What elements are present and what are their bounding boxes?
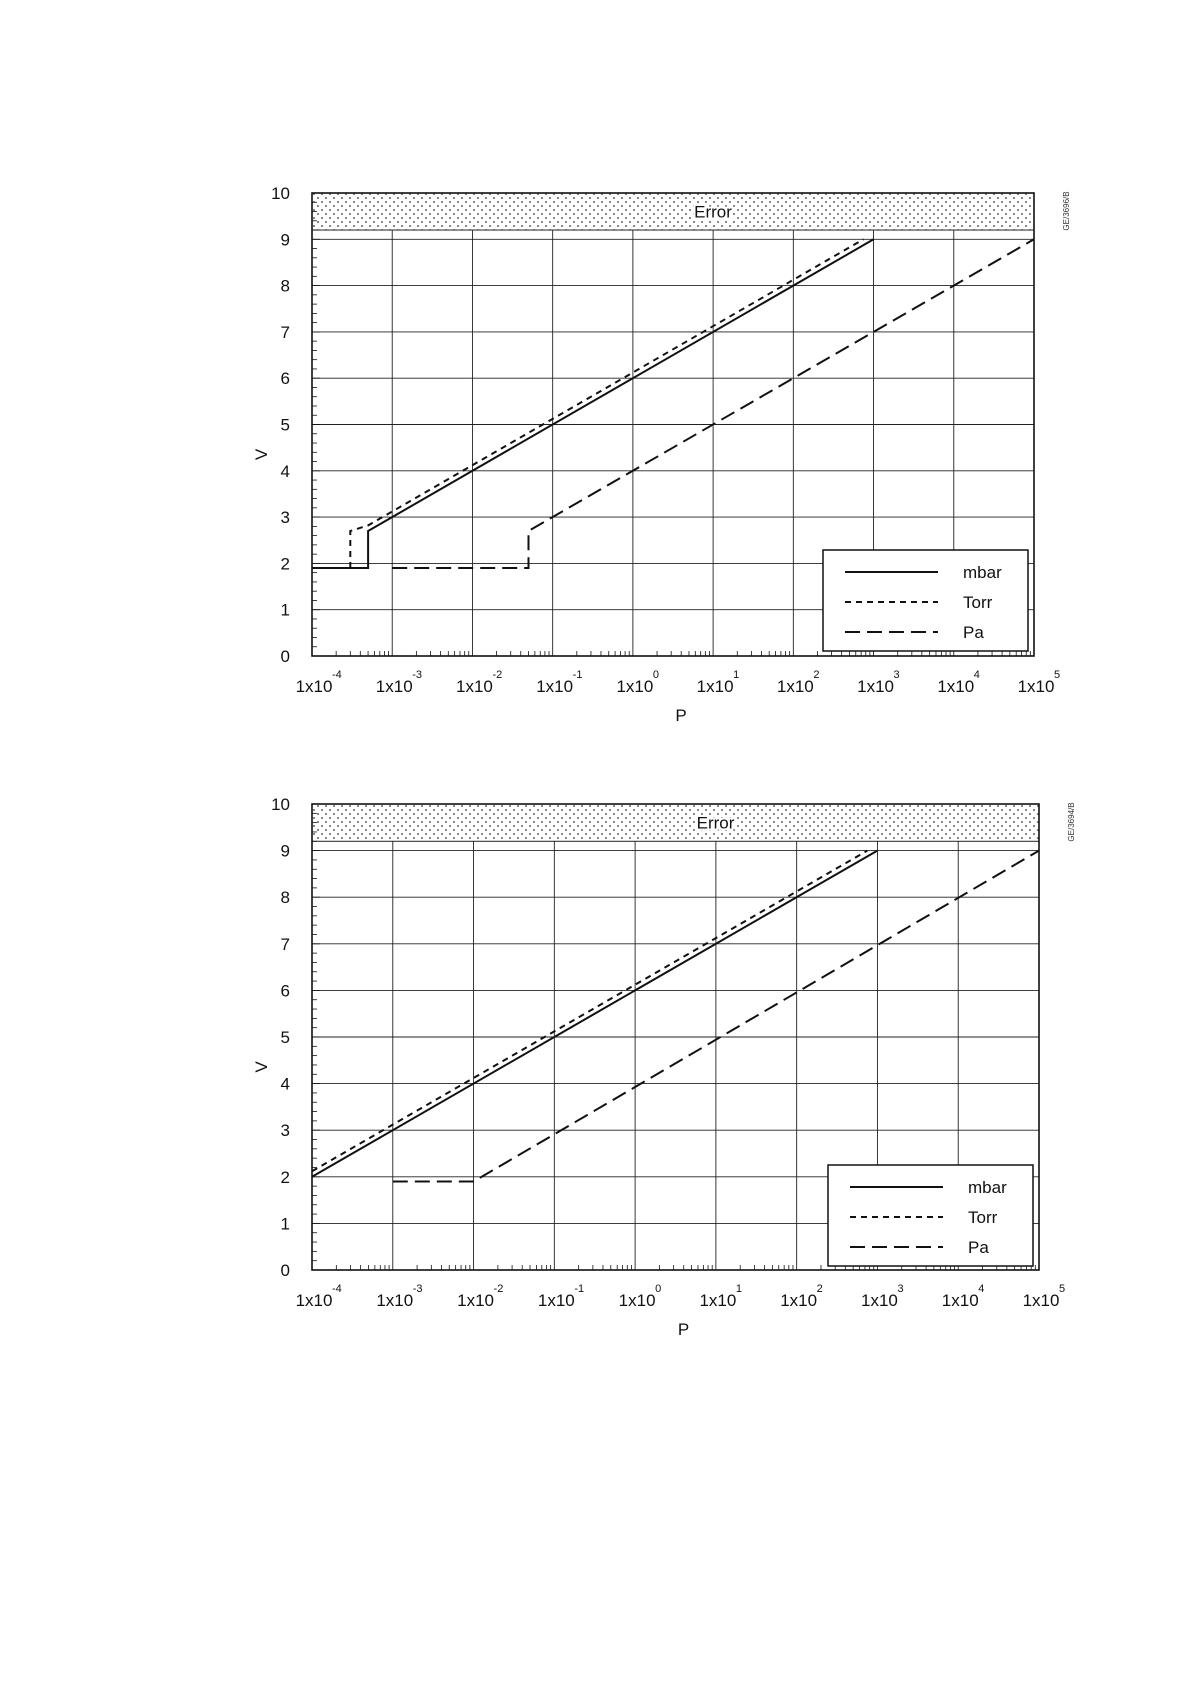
error-band-label: Error <box>694 203 732 222</box>
y-tick-label: 4 <box>281 462 290 481</box>
x-tick-label: 1x10 <box>857 677 894 696</box>
x-tick-exponent: 0 <box>655 1283 661 1295</box>
x-tick-label: 1x10 <box>376 1291 413 1310</box>
x-tick-exponent: -4 <box>332 669 342 681</box>
y-tick-label: 2 <box>281 1168 290 1187</box>
y-tick-label: 7 <box>281 935 290 954</box>
y-tick-label: 1 <box>281 601 290 620</box>
legend-box <box>822 549 1029 652</box>
y-tick-label: 9 <box>281 842 290 861</box>
x-tick-exponent: 2 <box>817 1283 823 1295</box>
y-tick-label: 8 <box>281 277 290 296</box>
y-axis-label: V <box>252 448 271 460</box>
x-tick-label: 1x10 <box>296 677 333 696</box>
y-tick-label: 2 <box>281 554 290 573</box>
x-tick-label: 1x10 <box>296 1291 333 1310</box>
x-tick-label: 1x10 <box>699 1291 736 1310</box>
x-tick-exponent: -3 <box>412 669 422 681</box>
x-tick-label: 1x10 <box>1023 1291 1060 1310</box>
x-tick-exponent: 5 <box>1059 1283 1065 1295</box>
series-line-mbar <box>312 238 875 569</box>
x-tick-exponent: 5 <box>1054 669 1060 681</box>
y-axis-label: V <box>252 1061 271 1073</box>
y-tick-label: 3 <box>281 1121 290 1140</box>
x-tick-label: 1x10 <box>538 1291 575 1310</box>
chart-bottom: Error0123456789101x10-41x10-31x10-21x10-… <box>252 795 1076 1339</box>
x-tick-label: 1x10 <box>937 677 974 696</box>
series-line-torr <box>349 238 865 568</box>
x-tick-label: 1x10 <box>619 1291 656 1310</box>
x-tick-exponent: -2 <box>494 1283 504 1295</box>
x-tick-label: 1x10 <box>942 1291 979 1310</box>
x-tick-label: 1x10 <box>777 677 814 696</box>
legend-label-torr: Torr <box>963 593 993 612</box>
y-tick-label: 9 <box>281 230 290 249</box>
x-tick-exponent: -3 <box>413 1283 423 1295</box>
legend-label-mbar: mbar <box>963 563 1002 582</box>
x-axis-label: P <box>675 706 686 725</box>
error-band <box>311 803 1040 842</box>
y-tick-label: 1 <box>281 1214 290 1233</box>
y-tick-label: 5 <box>281 1028 290 1047</box>
x-tick-exponent: 3 <box>897 1283 903 1295</box>
y-tick-label: 0 <box>281 647 290 666</box>
series-line-mbar <box>311 849 878 1178</box>
legend-label-torr: Torr <box>968 1208 998 1227</box>
y-tick-label: 0 <box>281 1261 290 1280</box>
x-tick-label: 1x10 <box>457 1291 494 1310</box>
error-band <box>311 192 1035 231</box>
x-tick-exponent: -4 <box>332 1283 342 1295</box>
x-tick-label: 1x10 <box>456 677 493 696</box>
y-tick-label: 10 <box>271 184 290 203</box>
x-tick-exponent: 1 <box>733 669 739 681</box>
chart-top: Error0123456789101x10-41x10-31x10-21x10-… <box>252 184 1071 725</box>
y-tick-label: 7 <box>281 323 290 342</box>
x-tick-exponent: 0 <box>653 669 659 681</box>
x-tick-label: 1x10 <box>1018 677 1055 696</box>
x-axis-label: P <box>678 1320 689 1339</box>
series-line-torr <box>311 849 868 1173</box>
legend-label-mbar: mbar <box>968 1178 1007 1197</box>
x-tick-label: 1x10 <box>861 1291 898 1310</box>
x-tick-exponent: -2 <box>492 669 502 681</box>
x-tick-label: 1x10 <box>616 677 653 696</box>
x-tick-label: 1x10 <box>376 677 413 696</box>
x-tick-label: 1x10 <box>697 677 734 696</box>
y-tick-label: 5 <box>281 416 290 435</box>
y-tick-label: 3 <box>281 508 290 527</box>
x-tick-exponent: -1 <box>573 669 583 681</box>
series-line-pa <box>392 238 1035 569</box>
x-tick-exponent: 3 <box>894 669 900 681</box>
series-line-pa <box>392 849 1040 1183</box>
legend-label-pa: Pa <box>968 1238 989 1257</box>
x-tick-label: 1x10 <box>780 1291 817 1310</box>
x-tick-label: 1x10 <box>536 677 573 696</box>
x-tick-exponent: 4 <box>978 1283 984 1295</box>
x-tick-exponent: -1 <box>574 1283 584 1295</box>
figure-code: GE/3694/B <box>1067 802 1076 841</box>
y-tick-label: 10 <box>271 795 290 814</box>
x-tick-exponent: 1 <box>736 1283 742 1295</box>
y-tick-label: 6 <box>281 981 290 1000</box>
legend-box <box>827 1164 1034 1267</box>
y-tick-label: 6 <box>281 369 290 388</box>
y-tick-label: 4 <box>281 1075 290 1094</box>
x-tick-exponent: 4 <box>974 669 980 681</box>
y-tick-label: 8 <box>281 888 290 907</box>
x-tick-exponent: 2 <box>813 669 819 681</box>
legend-label-pa: Pa <box>963 623 984 642</box>
error-band-label: Error <box>697 814 735 833</box>
figure-code: GE/3696/B <box>1062 191 1071 230</box>
